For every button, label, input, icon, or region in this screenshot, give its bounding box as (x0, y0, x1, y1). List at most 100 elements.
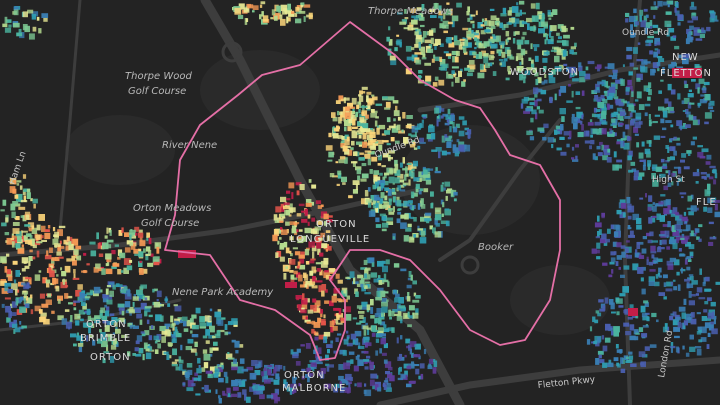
building-block (629, 304, 634, 310)
building-block (320, 232, 326, 238)
building-block (4, 266, 8, 273)
label-new[interactable]: NEW (672, 52, 699, 63)
building-block (70, 333, 77, 338)
building-block (679, 192, 687, 195)
label-river-nene[interactable]: River Nene (162, 140, 217, 151)
building-block (143, 342, 148, 350)
building-block (411, 169, 415, 172)
label-orton-wistow-3[interactable]: ORTON (90, 352, 131, 363)
building-block (85, 296, 90, 301)
building-block (628, 104, 635, 112)
building-block (45, 279, 51, 284)
building-block (701, 175, 707, 179)
label-oundle-rd-2[interactable]: Oundle Rd (622, 28, 669, 38)
label-orton[interactable]: ORTON (316, 219, 357, 230)
label-woodston[interactable]: WOODSTON (510, 67, 579, 78)
building-block (608, 92, 615, 99)
building-block (519, 73, 523, 81)
building-block (623, 265, 630, 270)
building-block (204, 315, 210, 322)
label-orton-wistow-2[interactable]: BRIMBLE (80, 333, 131, 344)
building-block (352, 118, 356, 126)
label-thorpe-meadows[interactable]: Thorpe Meadows (368, 6, 453, 17)
building-block (440, 199, 444, 205)
building-block (505, 31, 510, 37)
building-block (491, 34, 496, 37)
building-block (646, 140, 652, 144)
building-block (362, 282, 365, 288)
building-block (387, 157, 393, 160)
label-thorpe-wood[interactable]: Thorpe Wood (125, 71, 192, 82)
building-block (106, 227, 109, 234)
building-block (392, 196, 396, 203)
building-block (681, 100, 685, 105)
building-block (401, 19, 407, 22)
building-block (191, 324, 199, 330)
building-block (570, 46, 576, 50)
building-block (365, 105, 371, 110)
building-block (61, 318, 68, 325)
building-block (159, 325, 166, 332)
building-block (378, 204, 385, 209)
building-block (490, 62, 494, 65)
building-block (529, 102, 535, 106)
building-block (530, 63, 535, 70)
building-block (264, 364, 270, 369)
building-block (409, 341, 417, 348)
building-block (648, 82, 652, 89)
building-block (363, 351, 369, 354)
building-block (223, 393, 228, 396)
building-block (452, 56, 457, 63)
label-nene-park-academy[interactable]: Nene Park Academy (172, 287, 274, 298)
label-golf-course-2[interactable]: Golf Course (141, 218, 199, 229)
building-block (357, 345, 365, 349)
building-block (625, 124, 630, 130)
building-block (700, 94, 705, 97)
label-orton-malborne-2[interactable]: MALBORNE (282, 383, 346, 394)
label-fletton[interactable]: FLETTON (660, 68, 712, 79)
building-block (396, 124, 401, 131)
label-longueville[interactable]: LONGUEVILLE (290, 234, 370, 245)
building-block (52, 277, 57, 285)
building-block (379, 213, 386, 217)
building-block (395, 293, 400, 298)
building-block (97, 267, 103, 272)
building-block (563, 131, 571, 136)
building-block (647, 35, 654, 39)
label-fle[interactable]: FLE (696, 197, 717, 208)
building-block (636, 73, 643, 80)
building-block (585, 130, 589, 136)
building-block (311, 285, 318, 289)
building-block (602, 362, 608, 368)
building-block (81, 301, 86, 306)
building-block (609, 299, 614, 305)
building-block (406, 56, 413, 61)
label-orton-meadows[interactable]: Orton Meadows (133, 203, 211, 214)
building-block (535, 2, 540, 10)
building-block (214, 368, 220, 375)
building-block (637, 267, 644, 274)
building-block (466, 65, 469, 70)
building-block (542, 57, 548, 63)
building-block (441, 108, 445, 112)
building-block (383, 201, 390, 208)
building-block (328, 268, 336, 273)
building-block (601, 121, 608, 125)
building-block (24, 265, 30, 269)
label-golf-course-1[interactable]: Golf Course (128, 86, 186, 97)
building-block (615, 261, 619, 266)
building-block (490, 50, 495, 55)
building-block (625, 247, 629, 254)
building-block (98, 253, 104, 257)
area-boundary[interactable] (164, 21, 561, 361)
label-high-st[interactable]: High St (652, 175, 685, 185)
label-booker[interactable]: Booker (478, 242, 514, 253)
label-orton-malborne-1[interactable]: ORTON (284, 370, 325, 381)
label-orton-wistow-1[interactable]: ORTON (86, 319, 127, 330)
building-block (297, 238, 304, 244)
building-block (376, 290, 381, 297)
building-block (214, 366, 222, 371)
building-block (290, 253, 293, 257)
building-block (643, 15, 648, 22)
